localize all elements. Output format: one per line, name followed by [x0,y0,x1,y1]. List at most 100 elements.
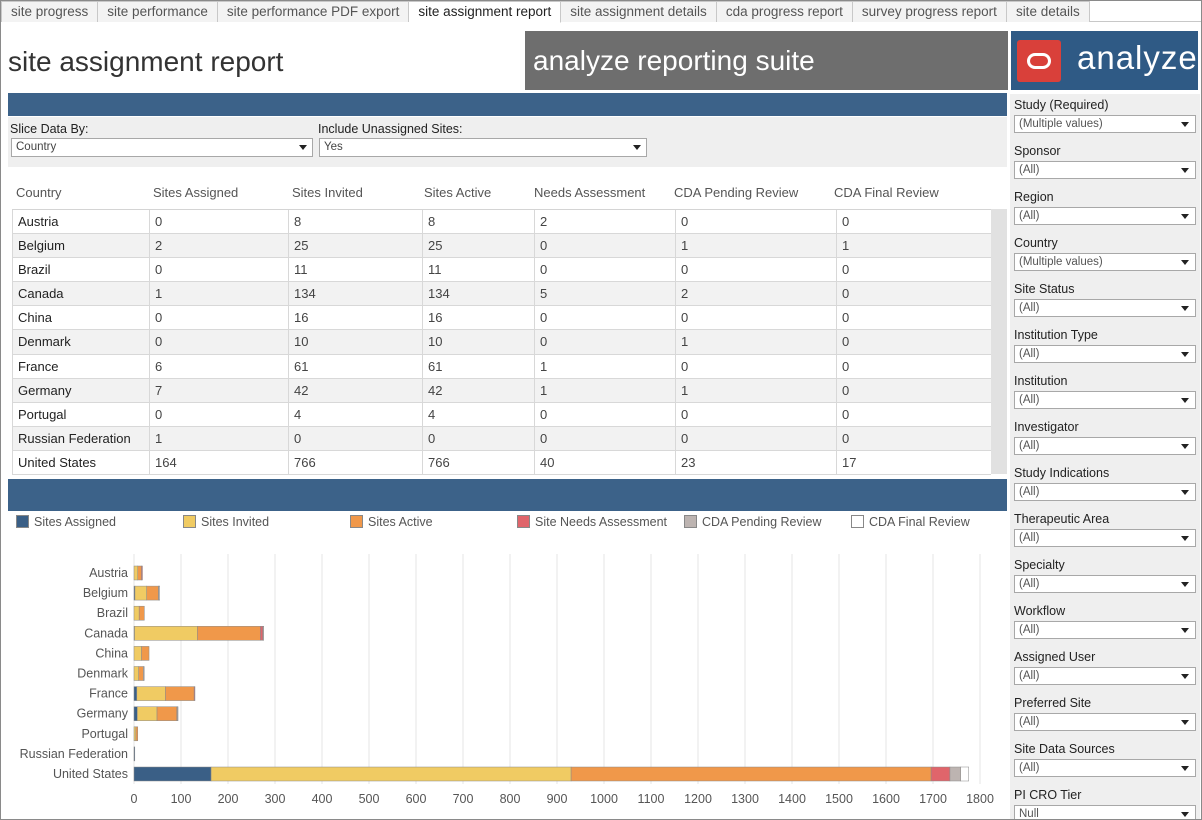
table-row[interactable]: China 0 16 16 0 0 0 [12,306,991,331]
filter-select[interactable]: (All) [1014,161,1196,179]
tab-site-progress[interactable]: site progress [1,1,99,22]
filter-value: (All) [1019,440,1040,452]
tab-site-details[interactable]: site details [1006,1,1090,22]
table-row[interactable]: Brazil 0 11 11 0 0 0 [12,258,991,283]
bar-segment-sites-active[interactable] [570,766,932,782]
bar-segment-cda-pending-review[interactable] [262,626,264,641]
include-unassigned-label: Include Unassigned Sites: [318,122,463,136]
filter-select[interactable]: (All) [1014,207,1196,225]
bar-segment-sites-active[interactable] [135,726,139,742]
table-row[interactable]: Austria 0 8 8 2 0 0 [12,210,991,235]
tab-cda-progress-report[interactable]: cda progress report [716,1,853,22]
bar-segment-sites-invited[interactable] [133,605,140,621]
column-header-sites-invited[interactable]: Sites Invited [292,185,363,200]
tab-survey-progress-report[interactable]: survey progress report [852,1,1007,22]
bar-segment-sites-active[interactable] [156,706,178,721]
filter-select[interactable]: (All) [1014,575,1196,593]
bar-segment-sites-invited[interactable] [137,706,158,721]
filter-value: (All) [1019,532,1040,544]
filter-select[interactable]: (All) [1014,299,1196,317]
table-row[interactable]: Russian Federation 1 0 0 0 0 0 [12,426,991,451]
filter-select[interactable]: (All) [1014,621,1196,639]
table-cell-sites-invited: 42 [288,378,422,403]
table-row[interactable]: Denmark 0 10 10 0 1 0 [12,330,991,355]
filter-select[interactable]: (All) [1014,529,1196,547]
legend-item-sites-invited[interactable]: Sites Invited [183,515,269,529]
table-row[interactable]: Germany 7 42 42 1 1 0 [12,378,991,403]
x-tick-label: 1000 [590,792,618,806]
table-cell-needs-assessment: 0 [534,330,675,355]
tab-site-performance[interactable]: site performance [98,1,218,22]
include-unassigned-value: Yes [324,141,343,153]
bar-segment-cda-final-review[interactable] [960,766,969,782]
legend-item-cda-pending-review[interactable]: CDA Pending Review [684,515,822,529]
bar-segment-sites-invited[interactable] [134,626,198,641]
column-header-country[interactable]: Country [16,185,62,200]
bar-segment-sites-invited[interactable] [136,686,166,701]
column-header-cda-pending-review[interactable]: CDA Pending Review [674,185,799,200]
filter-preferred-site: Preferred Site (All) [1014,695,1196,731]
column-header-needs-assessment[interactable]: Needs Assessment [534,185,646,200]
filter-select[interactable]: (All) [1014,713,1196,731]
table-cell-sites-invited: 25 [288,234,422,259]
bar-segment-cda-pending-review[interactable] [949,766,961,782]
bar-segment-sites-assigned[interactable] [133,686,138,701]
bar-segment-site-needs-assessment[interactable] [930,766,951,782]
bar-segment-cda-pending-review[interactable] [176,706,179,721]
bar-segment-site-needs-assessment[interactable] [260,626,264,641]
filter-study-indications: Study Indications (All) [1014,465,1196,501]
filter-select[interactable]: (All) [1014,483,1196,501]
bar-segment-sites-active[interactable] [137,565,142,581]
filter-select[interactable]: (All) [1014,437,1196,455]
filter-select[interactable]: (All) [1014,667,1196,685]
filter-select[interactable]: Null [1014,805,1196,819]
bar-segment-sites-invited[interactable] [133,666,139,681]
filter-select[interactable]: (Multiple values) [1014,253,1196,271]
bar-segment-sites-active[interactable] [146,585,159,601]
bar-segment-sites-active[interactable] [138,605,145,621]
tab-site-assignment-details[interactable]: site assignment details [561,1,717,22]
bar-segment-sites-invited[interactable] [133,646,142,661]
legend-item-cda-final-review[interactable]: CDA Final Review [851,515,970,529]
bar-segment-sites-active[interactable] [141,646,150,661]
include-unassigned-select[interactable]: Yes [319,138,647,157]
column-header-sites-assigned[interactable]: Sites Assigned [153,185,239,200]
table-row[interactable]: France 6 61 61 1 0 0 [12,354,991,379]
table-row[interactable]: Portugal 0 4 4 0 0 0 [12,402,991,427]
legend-item-site-needs-assessment[interactable]: Site Needs Assessment [517,515,667,529]
filter-select[interactable]: (All) [1014,391,1196,409]
bar-segment-sites-invited[interactable] [133,726,137,742]
bar-segment-sites-invited[interactable] [134,585,147,601]
bar-segment-site-needs-assessment[interactable] [193,686,196,701]
column-header-cda-final-review[interactable]: CDA Final Review [834,185,939,200]
table-cell-cda-pending-review: 0 [675,210,836,234]
filter-select[interactable]: (All) [1014,759,1196,777]
legend-item-sites-assigned[interactable]: Sites Assigned [16,515,116,529]
chevron-down-icon [1181,398,1189,403]
bar-segment-sites-active[interactable] [138,666,144,681]
column-header-sites-active[interactable]: Sites Active [424,185,492,200]
bar-segment-sites-assigned[interactable] [133,766,212,782]
filter-label: Sponsor [1014,144,1061,158]
bar-segment-sites-assigned[interactable] [133,706,138,721]
filter-select[interactable]: (Multiple values) [1014,115,1196,133]
bar-segment-sites-invited[interactable] [210,766,572,782]
table-cell-sites-assigned: 0 [149,402,288,427]
slice-data-select[interactable]: Country [11,138,313,157]
bar-segment-cda-pending-review[interactable] [143,666,145,681]
bar-segment-site-needs-assessment[interactable] [141,565,143,581]
bar-segment-cda-final-review[interactable] [158,585,160,601]
bar-segment-sites-assigned[interactable] [133,746,136,762]
table-row[interactable]: Canada 1 134 134 5 2 0 [12,282,991,307]
legend-item-sites-active[interactable]: Sites Active [350,515,433,529]
filter-select[interactable]: (All) [1014,345,1196,363]
table-row[interactable]: Belgium 2 25 25 0 1 1 [12,234,991,259]
table-row[interactable]: United States 164 766 766 40 23 17 [12,450,991,476]
tab-site-performance-pdf-export[interactable]: site performance PDF export [217,1,410,22]
table-scrollbar[interactable] [991,209,1007,474]
filter-label: Workflow [1014,604,1066,618]
bar-segment-sites-active[interactable] [165,686,195,701]
bar-segment-sites-invited[interactable] [133,565,139,581]
bar-segment-sites-active[interactable] [197,626,261,641]
tab-site-assignment-report[interactable]: site assignment report [409,1,562,23]
